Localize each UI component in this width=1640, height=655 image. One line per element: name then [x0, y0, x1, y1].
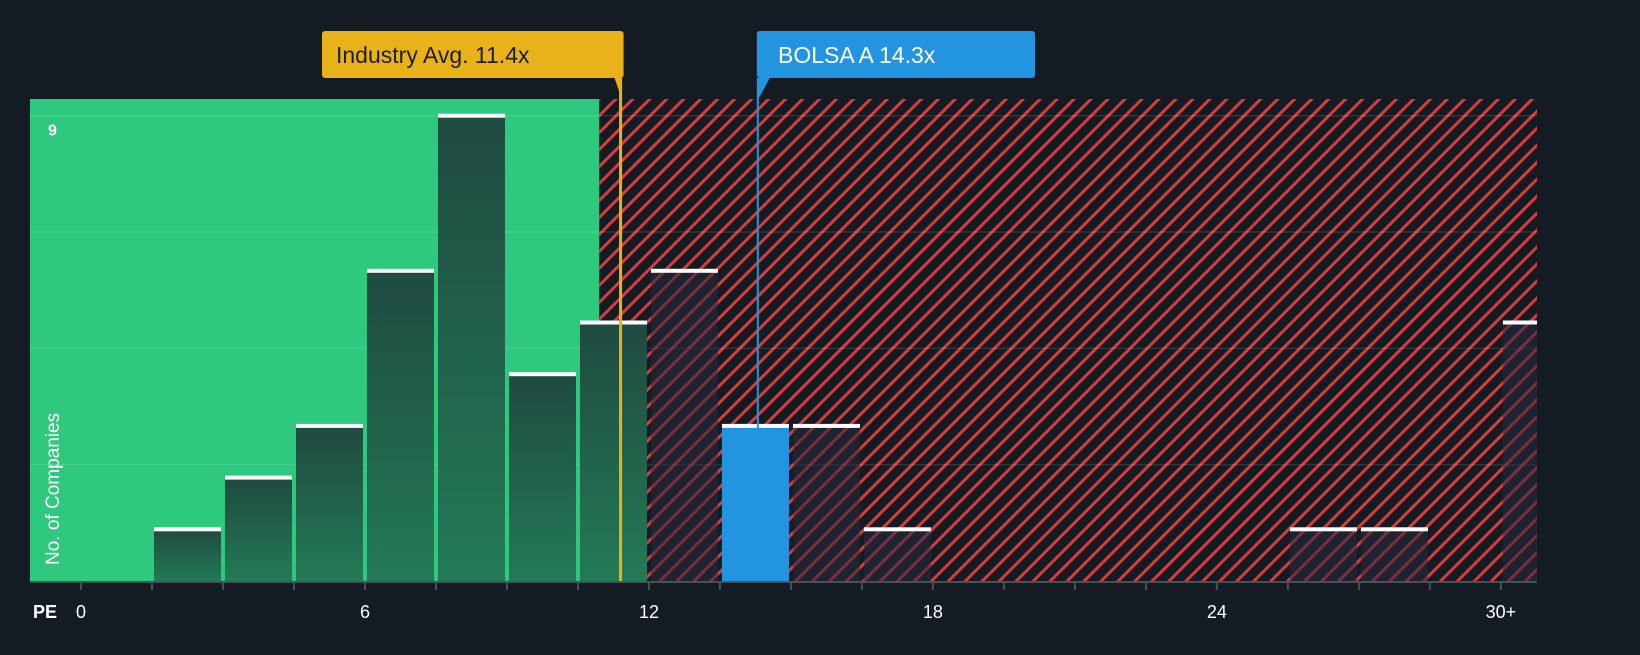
- bar-top-cap: [792, 423, 860, 428]
- bar-top-cap: [721, 423, 789, 428]
- y-axis-label: No. of Companies: [43, 413, 64, 565]
- x-axis-label: PE: [33, 602, 57, 622]
- histogram-bar: [1502, 322, 1537, 581]
- bar-top-cap: [1502, 320, 1537, 325]
- histogram-bar: [579, 322, 647, 581]
- bar-top-cap: [224, 475, 292, 480]
- bar-top-cap: [437, 113, 505, 118]
- bar-top-cap: [508, 372, 576, 377]
- histogram-bar: [295, 425, 363, 581]
- histogram-bar: [153, 529, 221, 581]
- industry-avg-pointer: [614, 78, 623, 100]
- histogram-bar: [508, 374, 576, 581]
- company-pe-label-box: [756, 31, 1035, 78]
- bar-top-cap: [295, 423, 363, 428]
- histogram-bar: [437, 115, 505, 581]
- bar-top-cap: [863, 527, 931, 532]
- histogram-bar: [1360, 529, 1428, 581]
- bar-top-cap: [153, 527, 221, 532]
- histogram-bar: [366, 270, 434, 581]
- histogram-bar: [792, 425, 860, 581]
- industry-avg-label: Industry Avg. 11.4x: [336, 42, 530, 68]
- bar-top-cap: [366, 268, 434, 273]
- y-tick-label: 9: [48, 123, 57, 140]
- company-pe-label: BOLSA A 14.3x: [778, 42, 936, 68]
- histogram-bar: [650, 270, 718, 581]
- company-pe-pointer: [756, 78, 770, 100]
- x-tick-label: 30+: [1486, 602, 1517, 622]
- bar-top-cap: [1289, 527, 1357, 532]
- histogram-bar: [721, 425, 789, 581]
- x-tick-label: 24: [1207, 602, 1227, 622]
- x-tick-label: 12: [639, 602, 659, 622]
- histogram-bar: [224, 477, 292, 581]
- industry-avg-label-box: [322, 31, 624, 78]
- bar-top-cap: [1360, 527, 1428, 532]
- x-tick-label: 0: [76, 602, 86, 622]
- x-tick-label: 18: [923, 602, 943, 622]
- histogram-bar: [1289, 529, 1357, 581]
- x-tick-label: 6: [360, 602, 370, 622]
- histogram-bar: [863, 529, 931, 581]
- bar-top-cap: [650, 268, 718, 273]
- bar-top-cap: [579, 320, 647, 325]
